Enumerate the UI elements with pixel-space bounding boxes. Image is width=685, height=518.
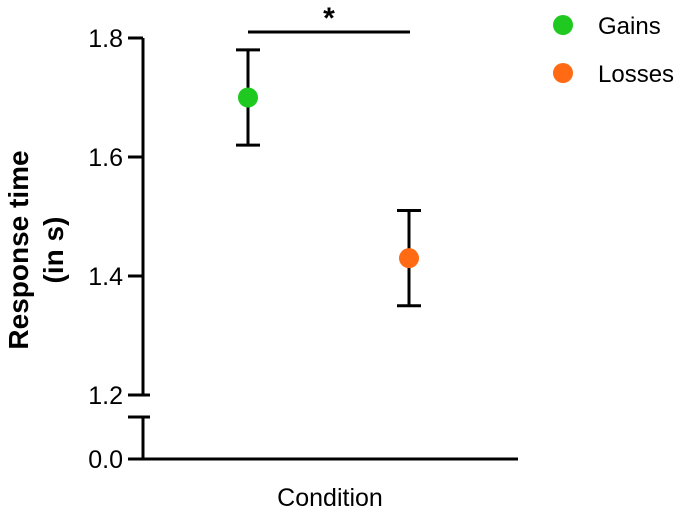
legend: Gains Losses <box>553 13 674 88</box>
legend-label-losses: Losses <box>598 61 674 88</box>
legend-marker-losses <box>553 63 573 83</box>
x-axis-title: Condition <box>277 484 383 512</box>
legend-label-gains: Gains <box>598 13 661 40</box>
data-marks <box>236 48 421 308</box>
legend-marker-gains <box>553 15 573 35</box>
y-tick-1-8-label: 1.8 <box>88 25 123 53</box>
y-ticks: 1.8 1.6 1.4 1.2 0.0 <box>88 25 143 474</box>
significance-star: * <box>323 2 335 35</box>
y-tick-1-4-label: 1.4 <box>88 263 123 291</box>
y-tick-1-6-label: 1.6 <box>88 144 123 172</box>
y-tick-1-2-label: 1.2 <box>88 382 123 410</box>
y-axis-title-line2: (in s) <box>38 217 69 284</box>
y-tick-0-0-label: 0.0 <box>88 446 123 474</box>
y-axis-title-line1: Response time <box>3 150 34 349</box>
data-point-gains <box>238 87 258 108</box>
data-point-losses <box>399 248 419 269</box>
